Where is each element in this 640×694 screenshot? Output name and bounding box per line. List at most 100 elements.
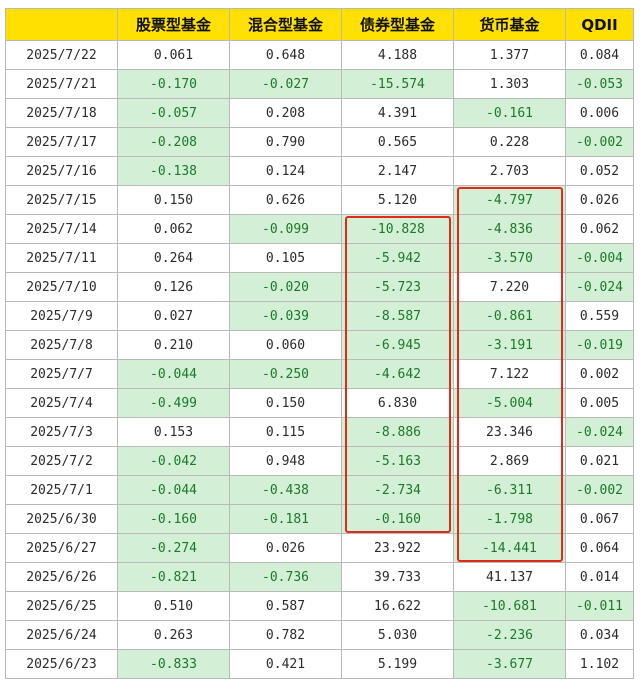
value-cell: 1.303 bbox=[453, 69, 566, 99]
value-cell: 5.120 bbox=[341, 185, 454, 215]
value-cell: 0.587 bbox=[229, 591, 342, 621]
value-cell: -0.138 bbox=[117, 156, 230, 186]
value-cell: -0.044 bbox=[117, 475, 230, 505]
table-row: 2025/6/26 -0.821 -0.736 39.733 41.137 0.014 bbox=[5, 562, 634, 592]
value-cell: 0.124 bbox=[229, 156, 342, 186]
value-cell: 0.115 bbox=[229, 417, 342, 447]
date-cell: 2025/7/7 bbox=[5, 359, 118, 389]
date-cell: 2025/7/11 bbox=[5, 243, 118, 273]
value-cell: -0.024 bbox=[565, 272, 634, 302]
table-row: 2025/7/7 -0.044 -0.250 -4.642 7.122 0.002 bbox=[5, 359, 634, 389]
table-row: 2025/6/23 -0.833 0.421 5.199 -3.677 1.102 bbox=[5, 649, 634, 679]
value-cell: -0.053 bbox=[565, 69, 634, 99]
header-money-fund: 货币基金 bbox=[453, 8, 566, 41]
value-cell: -0.170 bbox=[117, 69, 230, 99]
fund-flow-table: 股票型基金 混合型基金 债券型基金 货币基金 QDII 2025/7/22 0.061 0.… bbox=[5, 8, 634, 679]
value-cell: -0.024 bbox=[565, 417, 634, 447]
value-cell: 0.510 bbox=[117, 591, 230, 621]
value-cell: 7.220 bbox=[453, 272, 566, 302]
date-cell: 2025/7/1 bbox=[5, 475, 118, 505]
value-cell: 0.421 bbox=[229, 649, 342, 679]
date-cell: 2025/6/26 bbox=[5, 562, 118, 592]
value-cell: -0.861 bbox=[453, 301, 566, 331]
value-cell: 0.084 bbox=[565, 40, 634, 70]
date-cell: 2025/7/15 bbox=[5, 185, 118, 215]
value-cell: -0.042 bbox=[117, 446, 230, 476]
value-cell: 4.391 bbox=[341, 98, 454, 128]
value-cell: -0.160 bbox=[341, 504, 454, 534]
value-cell: 0.153 bbox=[117, 417, 230, 447]
value-cell: 0.062 bbox=[117, 214, 230, 244]
value-cell: -1.798 bbox=[453, 504, 566, 534]
value-cell: 0.648 bbox=[229, 40, 342, 70]
date-cell: 2025/7/17 bbox=[5, 127, 118, 157]
table-row: 2025/6/25 0.510 0.587 16.622 -10.681 -0.011 bbox=[5, 591, 634, 621]
value-cell: -0.020 bbox=[229, 272, 342, 302]
value-cell: 0.150 bbox=[229, 388, 342, 418]
table-row: 2025/7/8 0.210 0.060 -6.945 -3.191 -0.019 bbox=[5, 330, 634, 360]
value-cell: 6.830 bbox=[341, 388, 454, 418]
value-cell: -0.002 bbox=[565, 127, 634, 157]
value-cell: -0.161 bbox=[453, 98, 566, 128]
date-cell: 2025/7/10 bbox=[5, 272, 118, 302]
value-cell: -0.044 bbox=[117, 359, 230, 389]
value-cell: 0.034 bbox=[565, 620, 634, 650]
value-cell: -0.039 bbox=[229, 301, 342, 331]
value-cell: -5.723 bbox=[341, 272, 454, 302]
date-cell: 2025/7/18 bbox=[5, 98, 118, 128]
value-cell: -0.833 bbox=[117, 649, 230, 679]
value-cell: 1.102 bbox=[565, 649, 634, 679]
value-cell: -8.886 bbox=[341, 417, 454, 447]
value-cell: -6.945 bbox=[341, 330, 454, 360]
value-cell: 0.027 bbox=[117, 301, 230, 331]
value-cell: 0.026 bbox=[565, 185, 634, 215]
value-cell: -3.570 bbox=[453, 243, 566, 273]
header-mixed-fund: 混合型基金 bbox=[229, 8, 342, 41]
date-cell: 2025/7/2 bbox=[5, 446, 118, 476]
value-cell: 23.922 bbox=[341, 533, 454, 563]
table-row: 2025/7/15 0.150 0.626 5.120 -4.797 0.026 bbox=[5, 185, 634, 215]
table-row: 2025/7/9 0.027 -0.039 -8.587 -0.861 0.559 bbox=[5, 301, 634, 331]
value-cell: 0.026 bbox=[229, 533, 342, 563]
value-cell: -4.642 bbox=[341, 359, 454, 389]
value-cell: -5.942 bbox=[341, 243, 454, 273]
date-cell: 2025/7/4 bbox=[5, 388, 118, 418]
value-cell: 5.199 bbox=[341, 649, 454, 679]
date-cell: 2025/7/21 bbox=[5, 69, 118, 99]
value-cell: -10.828 bbox=[341, 214, 454, 244]
table-row: 2025/7/4 -0.499 0.150 6.830 -5.004 0.005 bbox=[5, 388, 634, 418]
value-cell: 0.052 bbox=[565, 156, 634, 186]
table-row: 2025/7/16 -0.138 0.124 2.147 2.703 0.052 bbox=[5, 156, 634, 186]
value-cell: -10.681 bbox=[453, 591, 566, 621]
value-cell: -8.587 bbox=[341, 301, 454, 331]
value-cell: -0.002 bbox=[565, 475, 634, 505]
value-cell: -0.057 bbox=[117, 98, 230, 128]
value-cell: -14.441 bbox=[453, 533, 566, 563]
value-cell: 0.559 bbox=[565, 301, 634, 331]
date-cell: 2025/6/23 bbox=[5, 649, 118, 679]
value-cell: -3.677 bbox=[453, 649, 566, 679]
table-row: 2025/7/18 -0.057 0.208 4.391 -0.161 0.006 bbox=[5, 98, 634, 128]
value-cell: -5.163 bbox=[341, 446, 454, 476]
value-cell: 0.014 bbox=[565, 562, 634, 592]
value-cell: -2.734 bbox=[341, 475, 454, 505]
value-cell: 0.790 bbox=[229, 127, 342, 157]
value-cell: -0.181 bbox=[229, 504, 342, 534]
value-cell: 0.061 bbox=[117, 40, 230, 70]
value-cell: -0.821 bbox=[117, 562, 230, 592]
fund-flow-table-container: 股票型基金 混合型基金 债券型基金 货币基金 QDII 2025/7/22 0.061 0.… bbox=[5, 8, 634, 679]
date-cell: 2025/7/3 bbox=[5, 417, 118, 447]
value-cell: 23.346 bbox=[453, 417, 566, 447]
value-cell: 2.869 bbox=[453, 446, 566, 476]
value-cell: -0.160 bbox=[117, 504, 230, 534]
value-cell: -4.836 bbox=[453, 214, 566, 244]
value-cell: -0.019 bbox=[565, 330, 634, 360]
value-cell: 5.030 bbox=[341, 620, 454, 650]
value-cell: 0.005 bbox=[565, 388, 634, 418]
value-cell: -0.499 bbox=[117, 388, 230, 418]
value-cell: 0.150 bbox=[117, 185, 230, 215]
value-cell: 0.021 bbox=[565, 446, 634, 476]
value-cell: -3.191 bbox=[453, 330, 566, 360]
value-cell: 0.626 bbox=[229, 185, 342, 215]
value-cell: 0.208 bbox=[229, 98, 342, 128]
